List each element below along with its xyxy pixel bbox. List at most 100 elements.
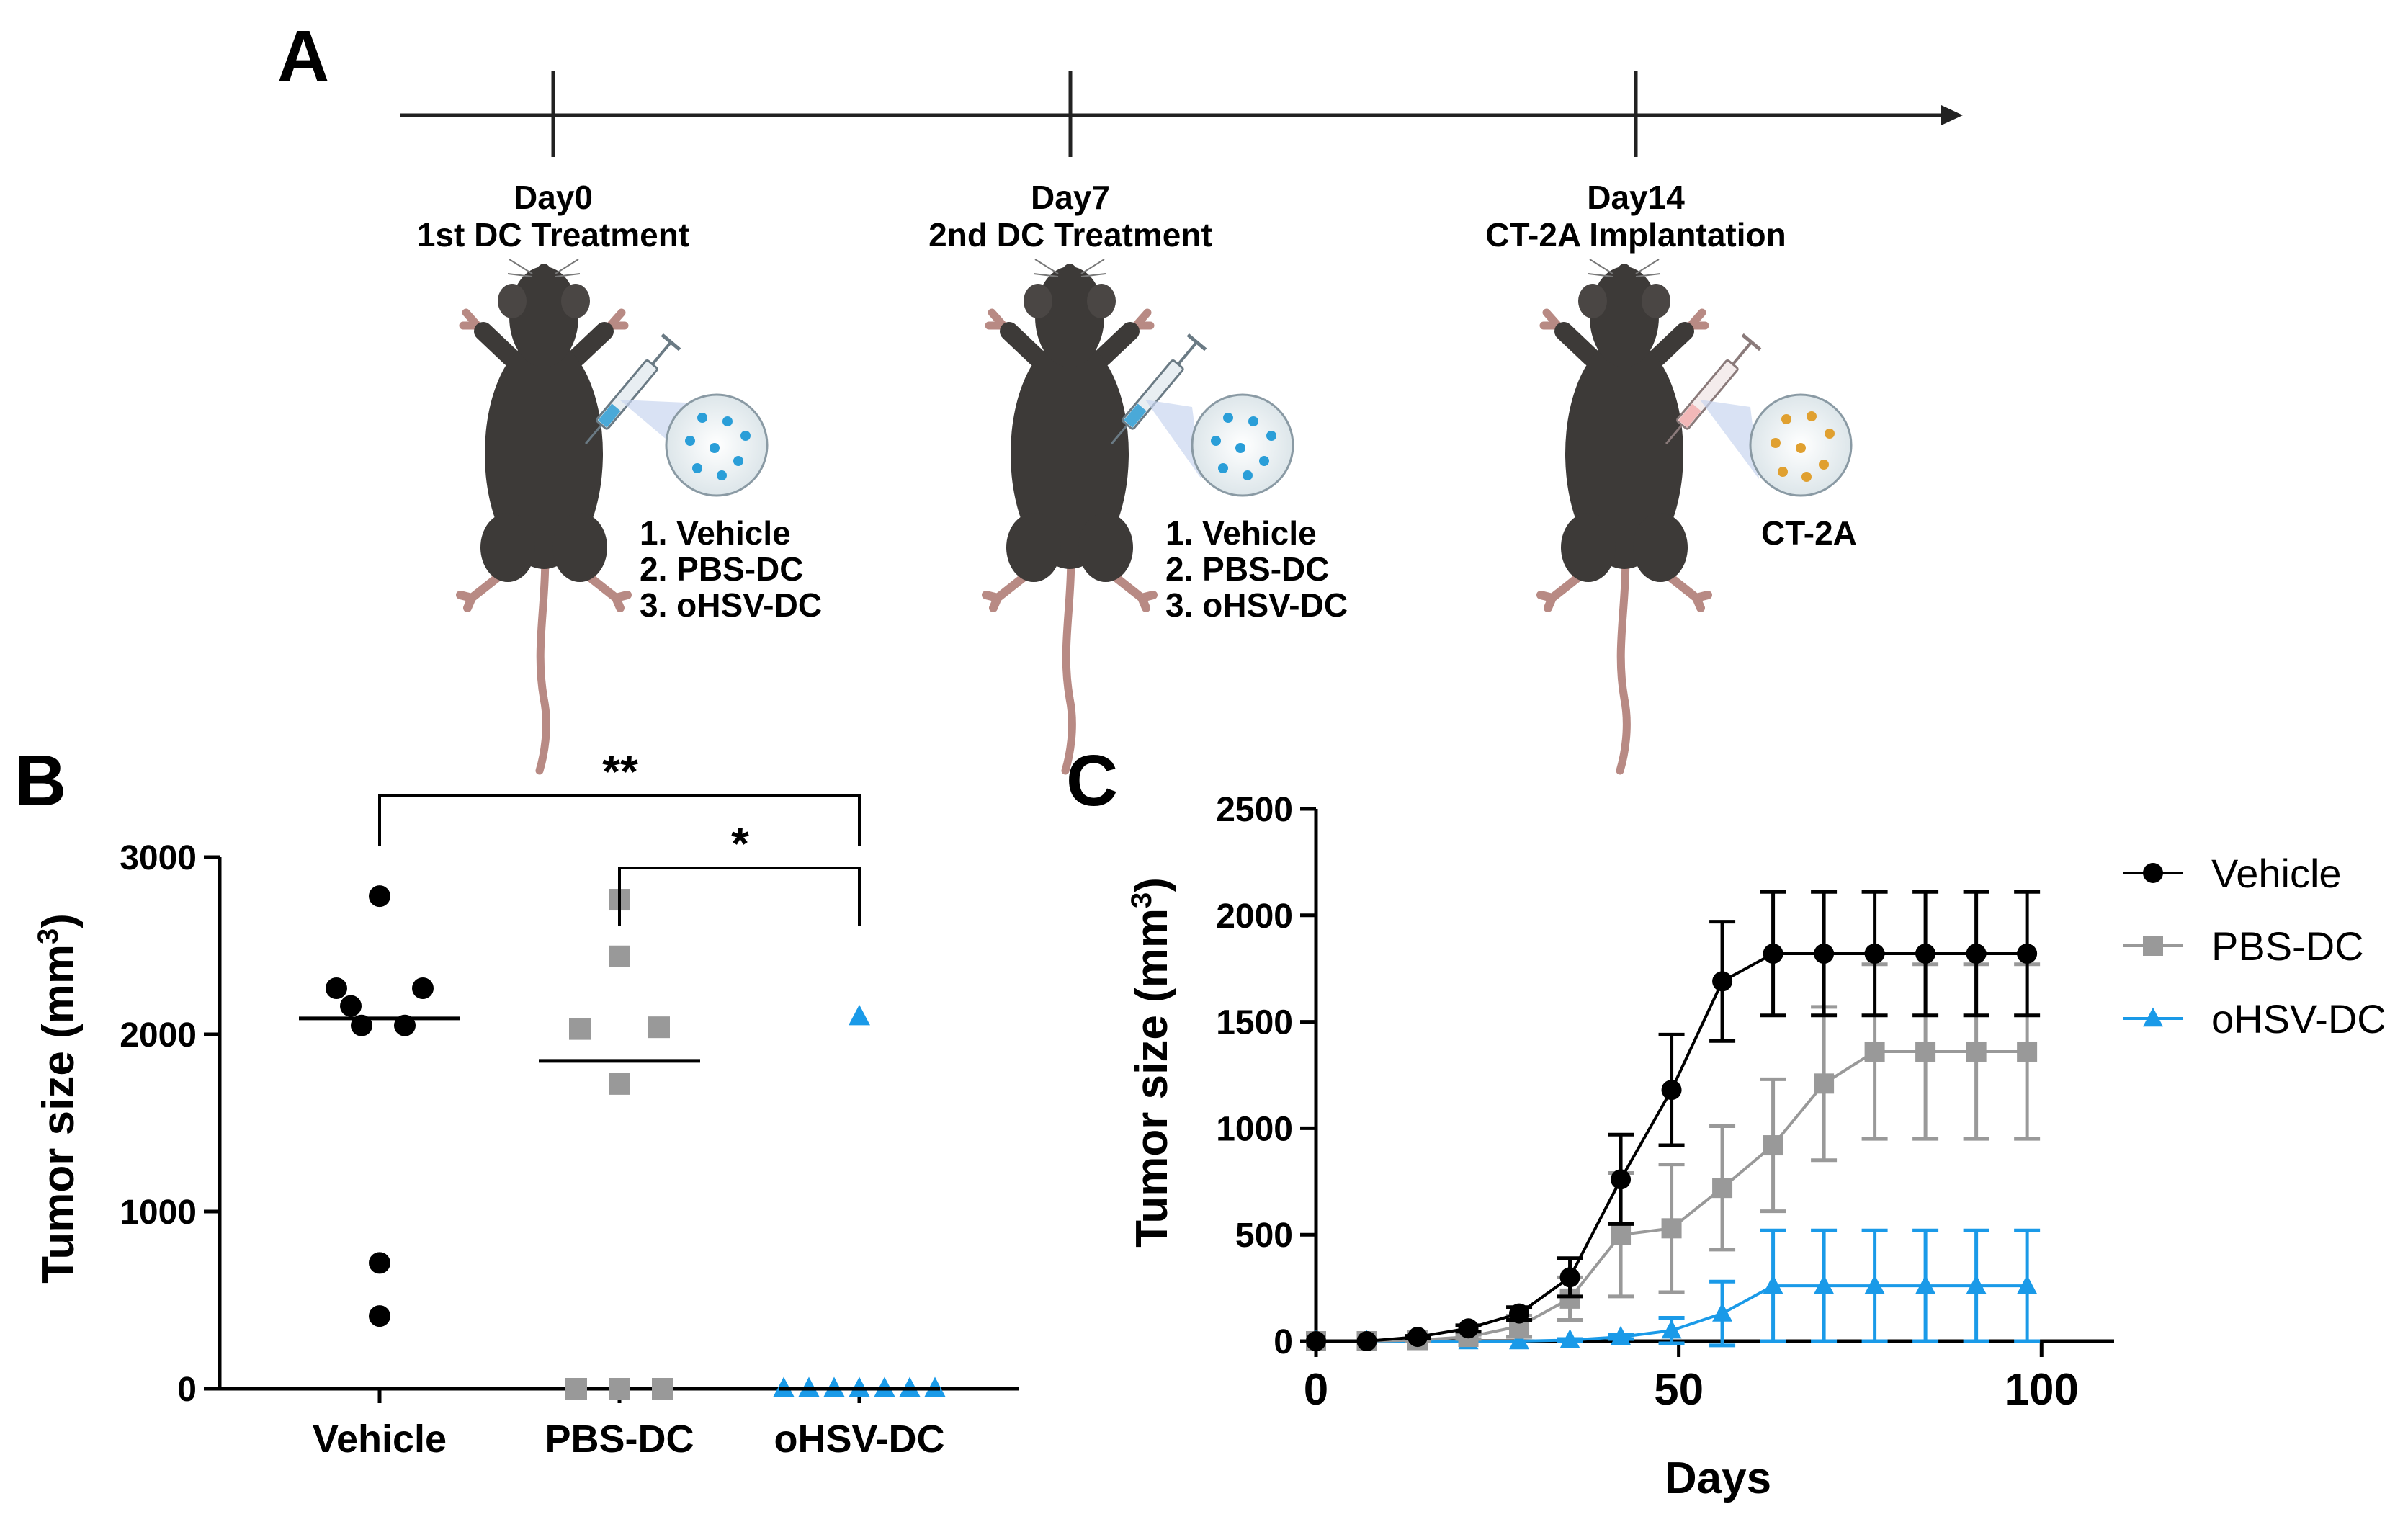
data-point (1915, 1274, 1936, 1294)
x-tick-label: 0 (1304, 1365, 1328, 1415)
timeline-arrowhead (1941, 105, 1963, 125)
data-point (1864, 944, 1885, 964)
data-point (652, 1378, 673, 1400)
data-point (1915, 944, 1936, 964)
data-point (369, 1252, 390, 1274)
data-point (1966, 1041, 1987, 1062)
y-axis-title: Tumor size (mm3) (32, 913, 84, 1284)
category-label: PBS-DC (545, 1418, 694, 1461)
magnify-beam (1145, 400, 1201, 479)
significance-bracket (618, 867, 861, 926)
data-point (1966, 944, 1987, 964)
treatment-list-item: CT-2A (1761, 514, 1857, 552)
cell-dish-icon (665, 393, 769, 497)
panel-a: A Day0 1st DC Treatment Day7 2nd DC Trea… (277, 16, 1963, 771)
mouse-illustration (460, 259, 627, 771)
legend-marker (2143, 863, 2163, 883)
y-axis-title: Tumor size (mm3) (1126, 877, 1177, 1248)
data-point (2017, 1274, 2038, 1294)
line-plot: 0 500 1000 1500 2000 2500 0 50 100 Vehicle PBS-DC o… (1216, 791, 2386, 1415)
legend-marker (2143, 1007, 2163, 1027)
cell-dish-icon (1191, 393, 1294, 497)
data-point (1814, 944, 1835, 964)
data-point (1864, 1274, 1885, 1294)
y-tick-label: 500 (1235, 1217, 1293, 1255)
data-point (609, 1378, 630, 1400)
data-point (648, 1016, 670, 1039)
significance-label: * (731, 818, 749, 869)
data-point (1763, 1274, 1783, 1294)
data-point (565, 1378, 587, 1400)
data-point (1864, 1041, 1885, 1062)
legend-label: PBS-DC (2211, 923, 2364, 969)
data-point (1458, 1318, 1479, 1339)
timeline-event-label: CT-2A Implantation (1485, 216, 1786, 254)
data-point (340, 995, 362, 1017)
data-point (569, 1018, 591, 1040)
treatment-list-item: 1. Vehicle (1165, 514, 1317, 552)
data-point (1712, 1302, 1733, 1322)
cell-dish-icon (1749, 393, 1853, 497)
data-point (1814, 1274, 1835, 1294)
magnify-beam (1700, 400, 1759, 479)
data-point (1661, 1319, 1682, 1339)
data-point (1611, 1325, 1632, 1345)
y-tick-label: 2000 (1216, 897, 1293, 936)
legend-label: oHSV-DC (2211, 996, 2386, 1042)
treatment-list-item: 3. oHSV-DC (1165, 586, 1348, 624)
treatment-list-item: 3. oHSV-DC (640, 586, 822, 624)
data-point (1356, 1331, 1377, 1351)
data-point (369, 1305, 390, 1327)
data-point (412, 977, 434, 1000)
treatment-list-item: 1. Vehicle (640, 514, 791, 552)
data-point (849, 1004, 870, 1026)
data-point (1814, 1073, 1835, 1094)
significance-bracket (378, 794, 861, 846)
data-point (1306, 1331, 1326, 1351)
data-point (1407, 1327, 1428, 1348)
category-label: oHSV-DC (774, 1418, 944, 1461)
data-point (369, 885, 390, 908)
data-point (609, 1073, 630, 1095)
y-tick-label: 0 (1274, 1323, 1293, 1361)
timeline-day-label: Day0 (514, 179, 593, 216)
data-point (2017, 1041, 2038, 1062)
timeline-day-label: Day14 (1587, 179, 1685, 216)
panel-b-letter: B (14, 740, 66, 821)
y-tick-label: 2500 (1216, 791, 1293, 829)
syringe-icon (1110, 333, 1207, 445)
data-point (1611, 1169, 1632, 1190)
data-point (326, 977, 347, 1000)
data-point (1712, 1178, 1733, 1199)
data-point (1509, 1330, 1530, 1350)
data-point (1712, 971, 1733, 992)
data-point (1661, 1218, 1682, 1239)
treatment-list-item: 2. PBS-DC (640, 550, 803, 588)
syringe-icon (1665, 333, 1762, 445)
data-point (1763, 944, 1783, 964)
data-point (1509, 1303, 1530, 1324)
y-tick-label: 2000 (120, 1016, 197, 1054)
legend-marker (2143, 936, 2163, 956)
data-point (609, 945, 630, 967)
y-tick-label: 1000 (120, 1194, 197, 1232)
timeline-day-label: Day7 (1031, 179, 1110, 216)
mouse-illustration (986, 259, 1153, 771)
data-point (1763, 1135, 1783, 1156)
y-tick-label: 3000 (120, 839, 197, 877)
data-point (1559, 1329, 1580, 1348)
timeline-event-label: 1st DC Treatment (417, 216, 689, 254)
data-point (1611, 1224, 1632, 1245)
y-tick-label: 1000 (1216, 1110, 1293, 1148)
panel-a-letter: A (277, 16, 329, 97)
data-point (1661, 1080, 1682, 1101)
significance-label: ** (602, 745, 638, 797)
mouse-illustration (1541, 259, 1708, 771)
legend-label: Vehicle (2211, 851, 2342, 896)
data-point (1915, 1041, 1936, 1062)
x-axis-title: Days (1665, 1454, 1771, 1503)
timeline-event-label: 2nd DC Treatment (928, 216, 1212, 254)
